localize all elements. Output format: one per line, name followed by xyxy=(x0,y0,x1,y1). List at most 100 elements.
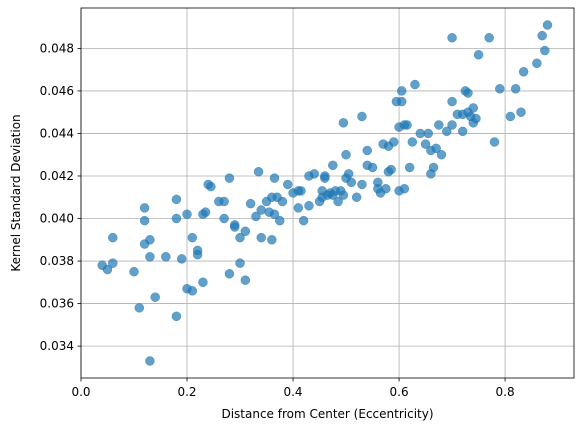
scatter-point xyxy=(269,173,280,183)
y-tick-label: 0.036 xyxy=(40,297,74,311)
scatter-point xyxy=(102,264,113,275)
scatter-point xyxy=(389,137,399,147)
plot-frame xyxy=(80,7,575,379)
scatter-point xyxy=(484,33,494,43)
scatter-point xyxy=(447,120,457,130)
scatter-point xyxy=(373,177,383,188)
x-tick-label: 0.0 xyxy=(71,385,90,399)
scatter-point xyxy=(129,266,139,277)
scatter-point xyxy=(150,292,160,302)
scatter-point xyxy=(333,196,343,207)
scatter-point xyxy=(386,164,396,175)
scatter-point xyxy=(145,356,155,366)
scatter-point xyxy=(176,254,187,264)
scatter-point xyxy=(532,58,542,69)
scatter-point xyxy=(463,88,473,98)
scatter-point xyxy=(410,79,420,90)
scatter-point xyxy=(402,120,412,130)
y-tick-label: 0.038 xyxy=(40,254,74,268)
scatter-point xyxy=(362,145,373,156)
scatter-point xyxy=(396,86,407,96)
scatter-point xyxy=(224,173,235,183)
scatter-point xyxy=(293,203,304,213)
y-axis-label: Kernel Standard Deviation xyxy=(9,114,23,271)
scatter-point xyxy=(341,149,351,160)
points-layer xyxy=(97,20,553,366)
scatter-point xyxy=(192,245,203,256)
scatter-point xyxy=(198,277,208,288)
scatter-point xyxy=(399,183,410,194)
scatter-point xyxy=(139,203,150,213)
scatter-point xyxy=(134,303,145,313)
scatter-point xyxy=(240,275,251,285)
scatter-point xyxy=(171,311,182,322)
scatter-point xyxy=(240,226,251,237)
scatter-point xyxy=(182,209,192,220)
scatter-point xyxy=(415,128,426,139)
scatter-point xyxy=(145,252,155,262)
scatter-point xyxy=(187,286,198,296)
scatter-point xyxy=(187,232,198,243)
scatter-point xyxy=(420,139,431,149)
y-tick-label: 0.044 xyxy=(40,126,74,140)
scatter-point xyxy=(381,183,391,194)
scatter-point xyxy=(471,113,481,124)
scatter-point xyxy=(219,213,229,224)
scatter-point xyxy=(489,137,500,147)
scatter-point xyxy=(139,215,150,226)
scatter-point xyxy=(296,186,306,196)
scatter-point xyxy=(351,192,362,203)
scatter-point xyxy=(235,258,245,268)
x-tick-label: 0.6 xyxy=(390,385,409,399)
scatter-point xyxy=(267,235,277,245)
x-tick-label: 0.4 xyxy=(283,385,302,399)
ticks-layer: 0.0 0.2 0.4 0.6 0.8 0.034 0.036 0.038 0.040 0.042… xyxy=(40,41,515,399)
scatter-point xyxy=(447,96,457,107)
scatter-point xyxy=(320,173,330,183)
scatter-point xyxy=(423,128,433,139)
grid-layer xyxy=(80,8,574,378)
scatter-point xyxy=(108,258,118,268)
scatter-point xyxy=(206,181,216,192)
scatter-point xyxy=(235,232,245,243)
scatter-point xyxy=(357,179,367,190)
scatter-point xyxy=(251,211,261,222)
y-tick-label: 0.040 xyxy=(40,212,74,226)
scatter-point xyxy=(468,103,479,113)
scatter-point xyxy=(457,126,468,137)
scatter-point xyxy=(537,30,547,41)
scatter-point xyxy=(282,179,293,190)
scatter-point xyxy=(171,213,182,224)
scatter-point xyxy=(245,198,256,209)
scatter-point xyxy=(200,207,211,217)
scatter-point xyxy=(253,166,264,177)
scatter-point xyxy=(428,162,439,173)
scatter-point xyxy=(447,33,457,43)
scatter-point xyxy=(367,162,378,173)
scatter-point xyxy=(338,118,349,128)
scatter-point xyxy=(219,196,229,207)
scatter-point xyxy=(338,190,349,200)
scatter-point xyxy=(510,84,521,94)
scatter-point xyxy=(229,220,240,230)
scatter-point xyxy=(161,252,171,262)
scatter-point xyxy=(224,269,235,279)
x-axis-label: Distance from Center (Eccentricity) xyxy=(221,407,433,421)
scatter-point xyxy=(404,162,415,173)
scatter-point xyxy=(436,149,447,160)
scatter-point xyxy=(171,194,182,205)
scatter-point xyxy=(304,201,314,211)
scatter-point xyxy=(431,143,441,154)
scatter-point xyxy=(434,120,444,130)
scatter-point xyxy=(277,196,288,207)
x-tick-label: 0.2 xyxy=(177,385,196,399)
y-tick-label: 0.042 xyxy=(40,169,74,183)
scatter-point xyxy=(275,215,285,226)
scatter-point xyxy=(357,111,367,122)
y-tick-label: 0.048 xyxy=(40,41,74,55)
scatter-point xyxy=(269,209,280,220)
y-tick-label: 0.034 xyxy=(40,339,74,353)
scatter-point xyxy=(145,235,155,245)
